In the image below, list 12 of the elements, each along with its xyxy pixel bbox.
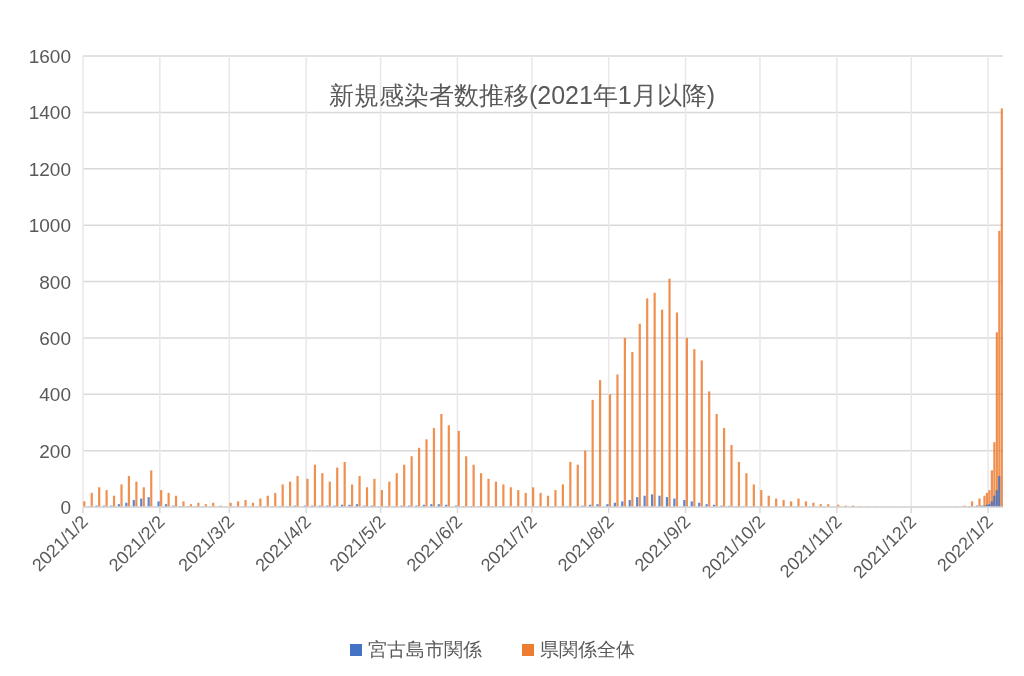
y-tick-label: 1200 xyxy=(28,158,71,180)
y-tick-label: 600 xyxy=(39,327,71,349)
y-tick-label: 1600 xyxy=(28,46,71,67)
y-tick-label: 0 xyxy=(60,497,71,518)
legend-label: 宮古島市関係 xyxy=(368,639,482,660)
legend-label: 県関係全体 xyxy=(540,639,635,660)
y-tick-label: 200 xyxy=(39,440,71,462)
text: 新規感染者数推移(2021年1月以降) xyxy=(328,81,716,109)
y-tick-label: 400 xyxy=(39,384,71,406)
y-tick-label: 1000 xyxy=(28,215,71,237)
y-tick-label: 1400 xyxy=(28,102,71,124)
y-tick-label: 800 xyxy=(39,271,71,293)
